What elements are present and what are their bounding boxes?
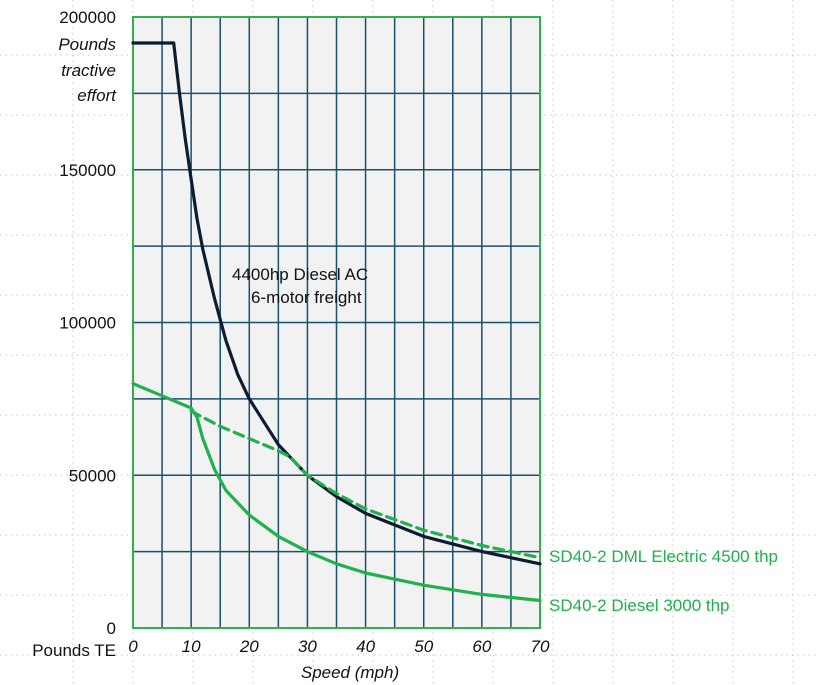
- y-tick-label: 50000: [69, 466, 116, 485]
- x-tick-label: 60: [472, 637, 491, 656]
- series-line-3: [131, 382, 542, 603]
- y-tick-label: 100000: [59, 314, 116, 333]
- y-tick-labels: 0 50000 100000 150000 200000: [59, 8, 116, 638]
- y-axis-label-line-1: Pounds: [58, 35, 116, 54]
- y-axis-label-line-2: tractive: [61, 61, 116, 80]
- x-tick-label: 0: [128, 637, 138, 656]
- x-tick-label: 10: [182, 637, 201, 656]
- annotation-line-2: 6-motor freight: [251, 288, 362, 307]
- series-label-dml-electric: SD40-2 DML Electric 4500 thp: [549, 547, 778, 566]
- x-axis-label: Speed (mph): [301, 663, 399, 682]
- x-tick-labels: 0 10 20 30 40 50 60 70: [128, 637, 550, 656]
- y-tick-label: 150000: [59, 161, 116, 180]
- series-label-diesel: SD40-2 Diesel 3000 thp: [549, 596, 730, 615]
- plot-frame: [132, 16, 541, 629]
- horizontal-gridlines: [133, 92, 540, 553]
- y-axis-label-line-3: effort: [77, 86, 117, 105]
- y-unit-label: Pounds TE: [32, 641, 116, 660]
- x-tick-label: 40: [356, 637, 375, 656]
- series-lines: [131, 41, 542, 603]
- series-line-1: [131, 41, 542, 566]
- annotation-line-1: 4400hp Diesel AC: [232, 265, 368, 284]
- y-tick-label: 200000: [59, 8, 116, 27]
- x-tick-label: 30: [298, 637, 317, 656]
- x-tick-label: 50: [414, 637, 433, 656]
- x-tick-label: 70: [531, 637, 550, 656]
- series-line-2: [189, 409, 542, 560]
- y-tick-label: 0: [107, 619, 116, 638]
- x-tick-label: 20: [239, 637, 259, 656]
